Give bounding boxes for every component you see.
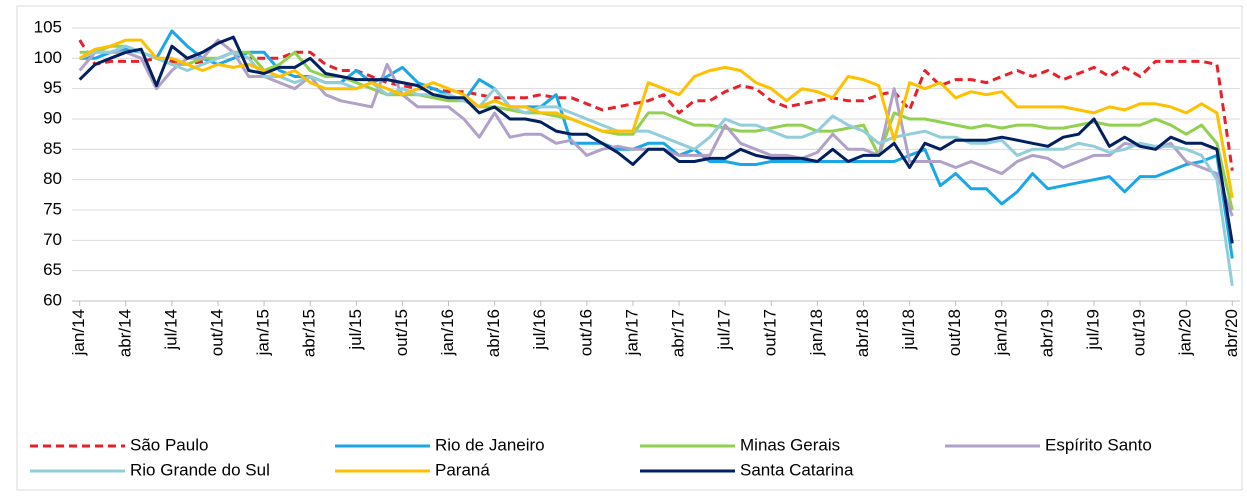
x-tick-label: jul/14 xyxy=(161,309,180,351)
x-tick-label: out/19 xyxy=(1130,309,1149,356)
y-tick-label: 95 xyxy=(43,78,62,97)
y-tick-label: 65 xyxy=(43,260,62,279)
series-line xyxy=(79,44,1234,211)
legend-label: São Paulo xyxy=(130,435,208,454)
x-tick-label: jul/17 xyxy=(715,309,734,351)
x-tick-label: jul/19 xyxy=(1083,309,1102,351)
y-tick-label: 80 xyxy=(43,169,62,188)
y-tick-label: 100 xyxy=(34,48,62,67)
series-line xyxy=(78,35,1234,244)
x-tick-label: abr/16 xyxy=(484,309,503,357)
x-tick-label: abr/15 xyxy=(300,309,319,357)
x-tick-label: jan/19 xyxy=(991,309,1010,356)
y-tick-label: 70 xyxy=(43,230,62,249)
legend-label: Rio de Janeiro xyxy=(435,435,545,454)
series-line xyxy=(78,39,1234,171)
x-tick-label: out/18 xyxy=(945,309,964,356)
legend-label: Rio Grande do Sul xyxy=(130,460,270,479)
x-tick-label: out/14 xyxy=(207,309,226,356)
x-tick-label: abr/14 xyxy=(115,309,134,357)
x-tick-label: jan/20 xyxy=(1176,309,1195,356)
x-tick-label: jan/14 xyxy=(69,309,88,356)
legend-label: Minas Gerais xyxy=(740,435,840,454)
x-tick-label: jan/18 xyxy=(807,309,826,356)
y-tick-label: 85 xyxy=(43,139,62,158)
series-line xyxy=(78,38,1234,199)
x-tick-label: jan/16 xyxy=(438,309,457,356)
x-tick-label: abr/17 xyxy=(669,309,688,357)
x-tick-label: abr/18 xyxy=(853,309,872,357)
x-tick-label: out/17 xyxy=(761,309,780,356)
x-tick-label: jul/18 xyxy=(899,309,918,351)
y-tick-label: 105 xyxy=(34,17,62,36)
chart-border xyxy=(16,5,1243,491)
x-tick-label: abr/20 xyxy=(1222,309,1241,357)
legend-label: Espírito Santo xyxy=(1045,435,1152,454)
x-tick-label: jul/15 xyxy=(346,309,365,351)
x-tick-label: out/16 xyxy=(576,309,595,356)
y-tick-label: 90 xyxy=(43,108,62,127)
legend-label: Paraná xyxy=(435,460,490,479)
y-tick-label: 75 xyxy=(43,199,62,218)
x-tick-label: jul/16 xyxy=(530,309,549,351)
legend-label: Santa Catarina xyxy=(740,460,854,479)
y-tick-label: 60 xyxy=(43,290,62,309)
x-tick-label: jan/15 xyxy=(254,309,273,356)
x-tick-label: out/15 xyxy=(392,309,411,356)
x-tick-label: abr/19 xyxy=(1037,309,1056,357)
x-tick-label: jan/17 xyxy=(622,309,641,356)
series-line xyxy=(79,29,1234,259)
series-line xyxy=(79,44,1234,287)
